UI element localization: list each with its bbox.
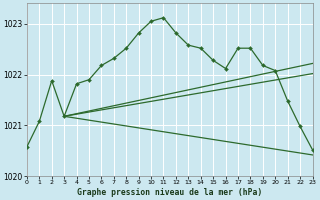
X-axis label: Graphe pression niveau de la mer (hPa): Graphe pression niveau de la mer (hPa) [77,188,262,197]
